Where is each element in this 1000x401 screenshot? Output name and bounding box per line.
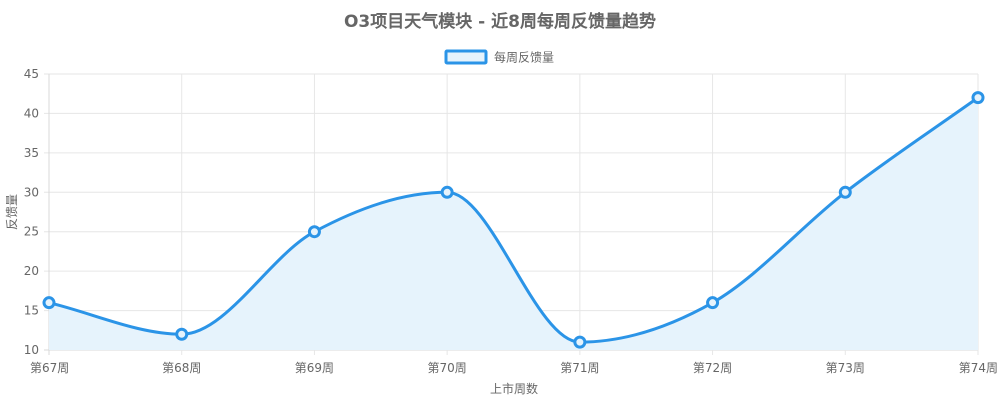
legend-label: 每周反馈量	[494, 50, 554, 65]
series-line	[47, 96, 980, 344]
y-tick-label: 25	[24, 225, 39, 239]
x-tick-label: 第70周	[428, 361, 467, 375]
y-tick-label: 10	[24, 343, 39, 357]
x-tick-label: 第73周	[826, 361, 865, 375]
legend[interactable]: 每周反馈量	[444, 49, 554, 65]
line-layer	[47, 96, 980, 344]
y-tick-label: 15	[24, 304, 39, 318]
y-tick-label: 30	[24, 185, 39, 199]
data-point-第67周[interactable]	[42, 296, 56, 310]
y-tick-label: 40	[24, 106, 39, 120]
data-point-第69周[interactable]	[307, 225, 321, 239]
x-tick-label: 第74周	[959, 361, 998, 375]
data-point-第72周[interactable]	[706, 296, 720, 310]
y-tick-label: 45	[24, 67, 39, 81]
x-tick-label: 第69周	[295, 361, 334, 375]
data-point-第68周[interactable]	[175, 327, 189, 341]
x-tick-label: 第67周	[30, 361, 69, 375]
y-tick-label: 35	[24, 146, 39, 160]
legend-swatch	[444, 49, 488, 65]
area-layer	[49, 97, 978, 351]
y-axis-ticks: 10 15 20 25 30 35 40 45	[24, 67, 39, 357]
x-tick-label: 第72周	[693, 361, 732, 375]
x-tick-label: 第68周	[162, 361, 201, 375]
y-axis-title: 反馈量	[5, 194, 19, 230]
data-point-第71周[interactable]	[573, 335, 587, 349]
data-point-第73周[interactable]	[838, 185, 852, 199]
x-axis-title: 上市周数	[490, 381, 538, 396]
point-layer	[42, 91, 985, 349]
chart-title: O3项目天气模块 - 近8周每周反馈量趋势	[344, 11, 656, 32]
data-point-第70周[interactable]	[440, 185, 454, 199]
x-tick-label: 第71周	[560, 361, 599, 375]
series-area	[49, 97, 978, 351]
y-tick-label: 20	[24, 264, 39, 278]
data-point-第74周[interactable]	[971, 91, 985, 105]
x-axis-ticks: 第67周 第68周 第69周 第70周 第71周 第72周 第73周 第74周	[30, 361, 998, 375]
